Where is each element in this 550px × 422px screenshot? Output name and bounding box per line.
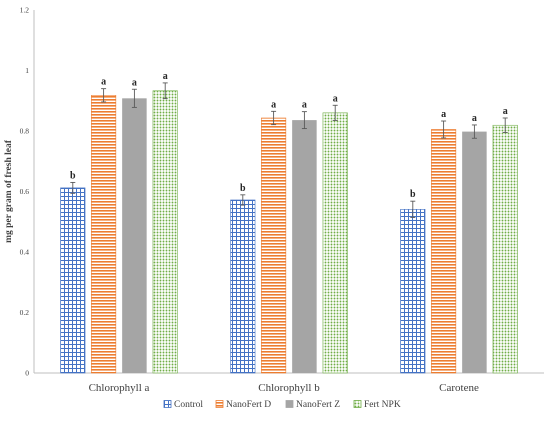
y-tick-label: 0.4 [20, 248, 30, 257]
significance-letter: a [333, 93, 338, 104]
legend-label: NanoFert Z [296, 400, 340, 410]
significance-letter: a [132, 77, 137, 88]
y-tick-label: 1.2 [20, 6, 30, 15]
legend-swatch-nanofert-d [215, 400, 224, 408]
bar-nanofert-d [91, 95, 117, 374]
significance-letter: a [271, 99, 276, 110]
significance-letter: a [472, 113, 477, 124]
bars-group: b a a a b a a a b a a a [60, 71, 518, 374]
bar-fert-npk [492, 124, 518, 374]
legend-label: NanoFert D [226, 400, 271, 410]
legend-swatch-fert-npk [353, 400, 362, 408]
y-tick-label: 0.6 [20, 187, 30, 196]
category-label: Chlorophyll b [258, 382, 320, 394]
bar-nanofert-d [261, 117, 287, 374]
bar-nanofert-d [431, 129, 457, 374]
significance-letter: a [441, 109, 446, 120]
bar-nanofert-z [122, 98, 147, 373]
bar-nanofert-z [292, 120, 317, 373]
category-label: Carotene [439, 382, 479, 394]
bar-control [60, 187, 86, 374]
y-axis-tick-labels: 0 0.2 0.4 0.6 0.8 1 1.2 [20, 6, 30, 378]
y-tick-label: 1 [25, 66, 29, 75]
y-axis [33, 10, 544, 374]
bar-control [230, 199, 256, 374]
legend-label: Control [174, 400, 203, 410]
bar-fert-npk [152, 90, 178, 374]
y-axis-title: mg per gram of fresh leaf [4, 139, 14, 243]
bar-fert-npk [322, 112, 348, 374]
significance-letter: a [163, 71, 168, 82]
significance-letter: b [410, 189, 416, 200]
category-labels: Chlorophyll a Chlorophyll b Carotene [89, 382, 479, 394]
significance-letter: a [503, 106, 508, 117]
bar-nanofert-z [462, 131, 487, 373]
bar-control [400, 209, 426, 374]
legend-swatch-control [163, 400, 172, 408]
y-tick-label: 0.8 [20, 127, 30, 136]
y-tick-label: 0 [25, 369, 29, 378]
significance-letter: b [70, 170, 76, 181]
legend: Control NanoFert D NanoFert Z Fert NPK [163, 400, 401, 410]
significance-letter: a [101, 77, 106, 88]
legend-swatch-nanofert-z [285, 400, 294, 408]
category-label: Chlorophyll a [89, 382, 150, 394]
y-tick-label: 0.2 [20, 308, 30, 317]
significance-letter: b [240, 183, 246, 194]
significance-letter: a [302, 100, 307, 111]
legend-label: Fert NPK [364, 400, 401, 410]
